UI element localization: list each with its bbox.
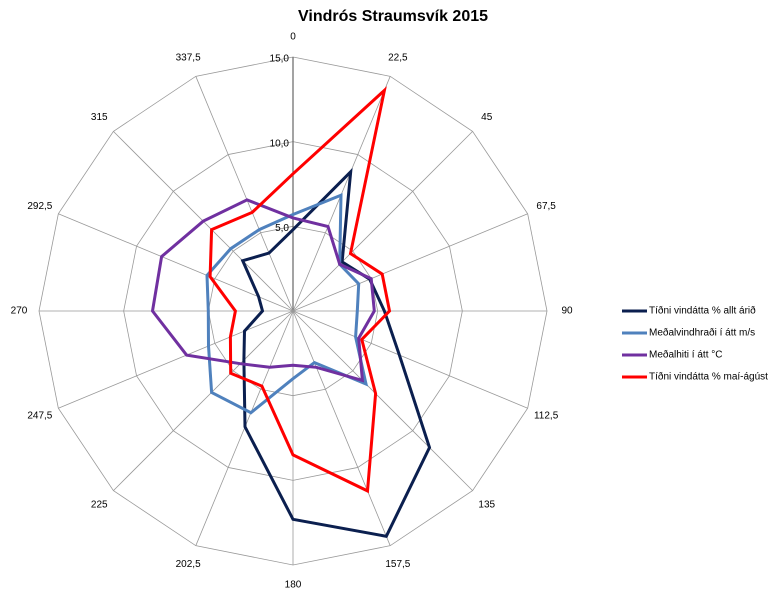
category-label: 180 bbox=[285, 580, 302, 589]
category-label: 337,5 bbox=[176, 52, 201, 63]
spoke bbox=[58, 213, 294, 312]
category-label: 22,5 bbox=[388, 52, 408, 63]
category-label: 247,5 bbox=[27, 410, 52, 421]
category-label: 45 bbox=[481, 112, 493, 123]
spoke bbox=[292, 131, 473, 312]
category-label: 315 bbox=[91, 112, 108, 123]
category-label: 0 bbox=[290, 32, 296, 43]
series-line bbox=[150, 198, 376, 383]
legend-label: Tíðni vindátta % allt árið bbox=[649, 305, 756, 317]
category-label: 135 bbox=[478, 499, 495, 510]
category-label: 225 bbox=[91, 499, 108, 510]
category-label: 67,5 bbox=[536, 201, 556, 212]
category-label: 292,5 bbox=[27, 201, 52, 212]
r-tick-label: 10,0 bbox=[270, 138, 290, 149]
spoke bbox=[292, 310, 473, 491]
spoke bbox=[292, 310, 391, 546]
r-tick-label: 15,0 bbox=[270, 54, 290, 65]
category-label: 157,5 bbox=[385, 559, 410, 570]
category-label: 90 bbox=[561, 306, 573, 317]
chart-title: Vindrós Straumsvík 2015 bbox=[298, 8, 488, 25]
spoke bbox=[58, 310, 294, 409]
category-label: 112,5 bbox=[534, 410, 559, 421]
spoke bbox=[113, 310, 294, 491]
r-tick-label: 5,0 bbox=[275, 223, 289, 234]
legend-label: Meðalhiti í átt °C bbox=[649, 349, 722, 361]
category-label: 202,5 bbox=[176, 559, 201, 570]
series-line bbox=[205, 192, 369, 415]
legend-label: Tíðni vindátta % maí-ágúst bbox=[649, 371, 768, 383]
category-label: 270 bbox=[11, 306, 28, 317]
spoke bbox=[292, 310, 528, 409]
spoke bbox=[195, 76, 294, 312]
spoke bbox=[292, 213, 528, 312]
legend-label: Meðalvindhraði í átt m/s bbox=[649, 327, 755, 339]
series-line bbox=[208, 86, 392, 494]
